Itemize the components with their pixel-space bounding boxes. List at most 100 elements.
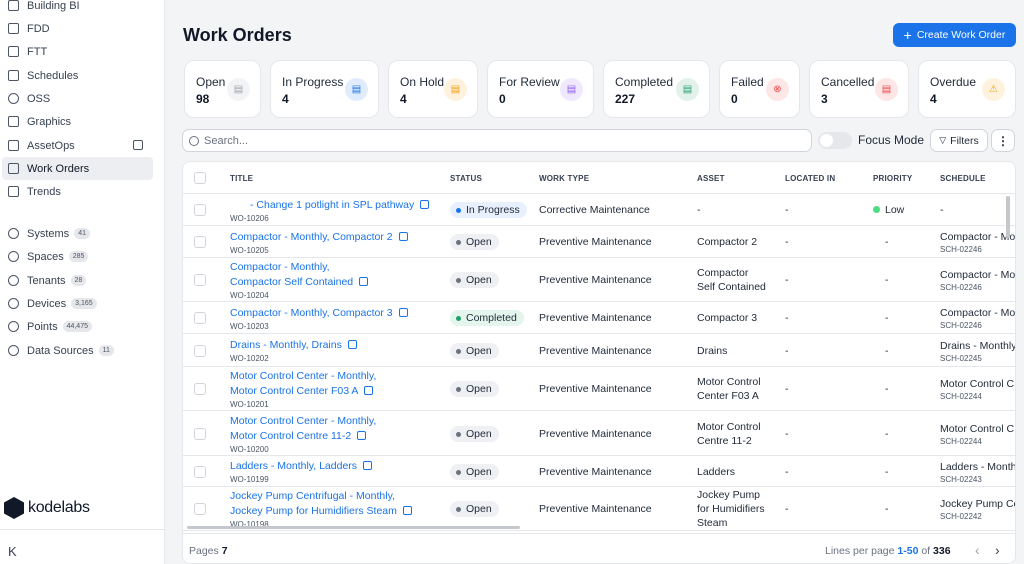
next-page-icon[interactable]: ›	[995, 542, 1000, 558]
sidebar-item-spaces[interactable]: Spaces 285	[2, 245, 153, 268]
work-order-title-link[interactable]: Ladders - Monthly, Ladders	[230, 459, 373, 474]
create-work-order-label: Create Work Order	[916, 29, 1006, 41]
row-checkbox[interactable]	[194, 312, 206, 324]
column-header-schedule[interactable]: SCHEDULE	[940, 174, 986, 183]
external-link-icon[interactable]	[402, 506, 412, 515]
sidebar-item-systems[interactable]: Systems 41	[2, 222, 153, 245]
external-link-icon[interactable]	[364, 386, 374, 395]
schedule-cell[interactable]: Compactor - Mo	[940, 269, 1016, 281]
stat-card-open[interactable]: Open 98 ▤	[184, 60, 261, 118]
schedule-cell[interactable]: Motor Control C	[940, 378, 1015, 390]
select-all-checkbox[interactable]	[194, 172, 206, 184]
column-header-asset[interactable]: ASSET	[697, 174, 725, 183]
stat-card-failed[interactable]: Failed 0 ⊗	[719, 60, 800, 118]
collapse-sidebar-icon[interactable]: K	[8, 544, 17, 559]
work-order-title-link[interactable]: Motor Control Center - Monthly, Motor Con…	[230, 414, 376, 444]
table-row[interactable]: - Change 1 potlight in SPL pathway WO-102…	[183, 194, 1015, 226]
kodelabs-logo[interactable]: kodelabs	[4, 497, 90, 519]
sidebar-item-data-sources[interactable]: Data Sources 11	[2, 339, 153, 362]
title-line: Motor Control Center - Monthly,	[230, 415, 377, 427]
row-checkbox[interactable]	[194, 236, 206, 248]
work-order-title-link[interactable]: Motor Control Center - Monthly, Motor Con…	[230, 369, 376, 399]
vertical-scrollbar[interactable]	[1006, 196, 1010, 238]
stat-card-in-progress[interactable]: In Progress 4 ▤	[270, 60, 379, 118]
schedule-cell[interactable]: Jockey Pump Ce	[940, 498, 1016, 510]
column-header-title[interactable]: TITLE	[230, 174, 254, 183]
sidebar-item-schedules[interactable]: Schedules	[2, 64, 153, 87]
schedule-cell[interactable]: Compactor - Mo	[940, 307, 1016, 319]
sidebar-item-ftt[interactable]: FTT	[2, 40, 153, 63]
sidebar-item-fdd[interactable]: FDD	[2, 17, 153, 40]
schedule-cell[interactable]: Ladders - Month	[940, 461, 1016, 473]
table-row[interactable]: Motor Control Center - Monthly, Motor Con…	[183, 367, 1015, 411]
table-row[interactable]: Compactor - Monthly, Compactor 2 WO-10205…	[183, 226, 1016, 258]
sidebar-item-devices[interactable]: Devices 3,165	[2, 292, 153, 315]
sidebar-item-oss[interactable]: OSS	[2, 87, 153, 110]
row-checkbox[interactable]	[194, 345, 206, 357]
stat-card-for-review[interactable]: For Review 0 ▤	[487, 60, 594, 118]
work-order-title-link[interactable]: - Change 1 potlight in SPL pathway	[250, 198, 430, 213]
column-header-priority[interactable]: PRIORITY	[873, 174, 913, 183]
schedule-cell[interactable]: -	[940, 204, 944, 216]
asset-cell: Compactor Self Contained	[697, 266, 766, 294]
horizontal-scrollbar[interactable]	[187, 526, 520, 529]
sidebar-item-graphics[interactable]: Graphics	[2, 110, 153, 133]
work-order-title-link[interactable]: Compactor - Monthly, Compactor 2	[230, 230, 408, 245]
row-checkbox[interactable]	[194, 383, 206, 395]
work-order-title-link[interactable]: Compactor - Monthly, Compactor Self Conta…	[230, 260, 369, 290]
table-row[interactable]: Drains - Monthly, Drains WO-10202 Open Prev…	[183, 334, 1016, 367]
row-checkbox[interactable]	[194, 503, 206, 515]
create-work-order-button[interactable]: + Create Work Order	[893, 23, 1016, 47]
stat-card-cancelled[interactable]: Cancelled 3 ▤	[809, 60, 909, 118]
row-checkbox[interactable]	[194, 204, 206, 216]
column-header-located-in[interactable]: LOCATED IN	[785, 174, 836, 183]
sidebar-item-assetops[interactable]: AssetOps	[2, 134, 153, 157]
table-row[interactable]: Compactor - Monthly, Compactor Self Conta…	[183, 258, 1016, 302]
work-order-title-link[interactable]: Jockey Pump Centrifugal - Monthly, Jockey…	[230, 489, 412, 519]
schedule-cell[interactable]: Drains - Monthly	[940, 340, 1016, 352]
filters-button[interactable]: ▽ Filters	[930, 129, 988, 152]
external-link-icon[interactable]	[363, 461, 373, 470]
title-line-wrap: Compactor Self Contained	[230, 275, 369, 290]
external-link-icon[interactable]	[420, 200, 430, 209]
external-link-icon[interactable]	[359, 277, 369, 286]
table-row[interactable]: Motor Control Center - Monthly, Motor Con…	[183, 411, 1015, 456]
table-row[interactable]: Jockey Pump Centrifugal - Monthly, Jockey…	[183, 487, 1016, 531]
sidebar-item-building-bi[interactable]: Building BI	[2, 0, 153, 17]
schedules-icon	[8, 70, 19, 81]
previous-page-icon[interactable]: ‹	[975, 542, 980, 558]
external-link-icon[interactable]	[347, 340, 357, 349]
row-checkbox[interactable]	[194, 466, 206, 478]
schedule-cell[interactable]: Motor Control C	[940, 423, 1015, 435]
table-row[interactable]: Compactor - Monthly, Compactor 3 WO-10203…	[183, 302, 1016, 334]
sidebar-item-trends[interactable]: Trends	[2, 180, 153, 203]
sidebar-item-work-orders[interactable]: Work Orders	[2, 157, 153, 180]
focus-mode-toggle[interactable]	[818, 132, 852, 149]
sidebar-item-points[interactable]: Points 44,475	[2, 315, 153, 338]
x-circle-icon: ⊗	[766, 78, 789, 101]
sidebar-item-label: Systems	[27, 227, 70, 240]
priority-cell: -	[885, 465, 889, 479]
column-header-status[interactable]: STATUS	[450, 174, 483, 183]
stat-card-overdue[interactable]: Overdue 4 ⚠	[918, 60, 1016, 118]
external-link-icon[interactable]	[398, 308, 408, 317]
more-options-button[interactable]: ⋮	[991, 129, 1015, 152]
schedule-cell[interactable]: Compactor - Mo	[940, 231, 1016, 243]
table-row[interactable]: Ladders - Monthly, Ladders WO-10199 Open Pr…	[183, 456, 1016, 487]
row-checkbox[interactable]	[194, 428, 206, 440]
stat-card-completed[interactable]: Completed 227 ▤	[603, 60, 710, 118]
stat-card-on-hold[interactable]: On Hold 4 ▤	[388, 60, 478, 118]
sidebar-item-tenants[interactable]: Tenants 28	[2, 269, 153, 292]
lines-per-page-label: Lines per page	[825, 545, 895, 557]
external-link-icon[interactable]	[398, 232, 408, 241]
external-link-icon[interactable]	[133, 140, 143, 150]
column-header-work-type[interactable]: WORK TYPE	[539, 174, 590, 183]
schedule-number: SCH-02244	[940, 437, 982, 446]
lines-per-page-range[interactable]: 1-50	[897, 545, 919, 557]
external-link-icon[interactable]	[357, 431, 367, 440]
work-order-title-link[interactable]: Drains - Monthly, Drains	[230, 338, 357, 353]
row-checkbox[interactable]	[194, 274, 206, 286]
search-input[interactable]	[204, 134, 804, 147]
work-order-title-link[interactable]: Compactor - Monthly, Compactor 3	[230, 306, 408, 321]
search-box[interactable]	[182, 129, 812, 152]
